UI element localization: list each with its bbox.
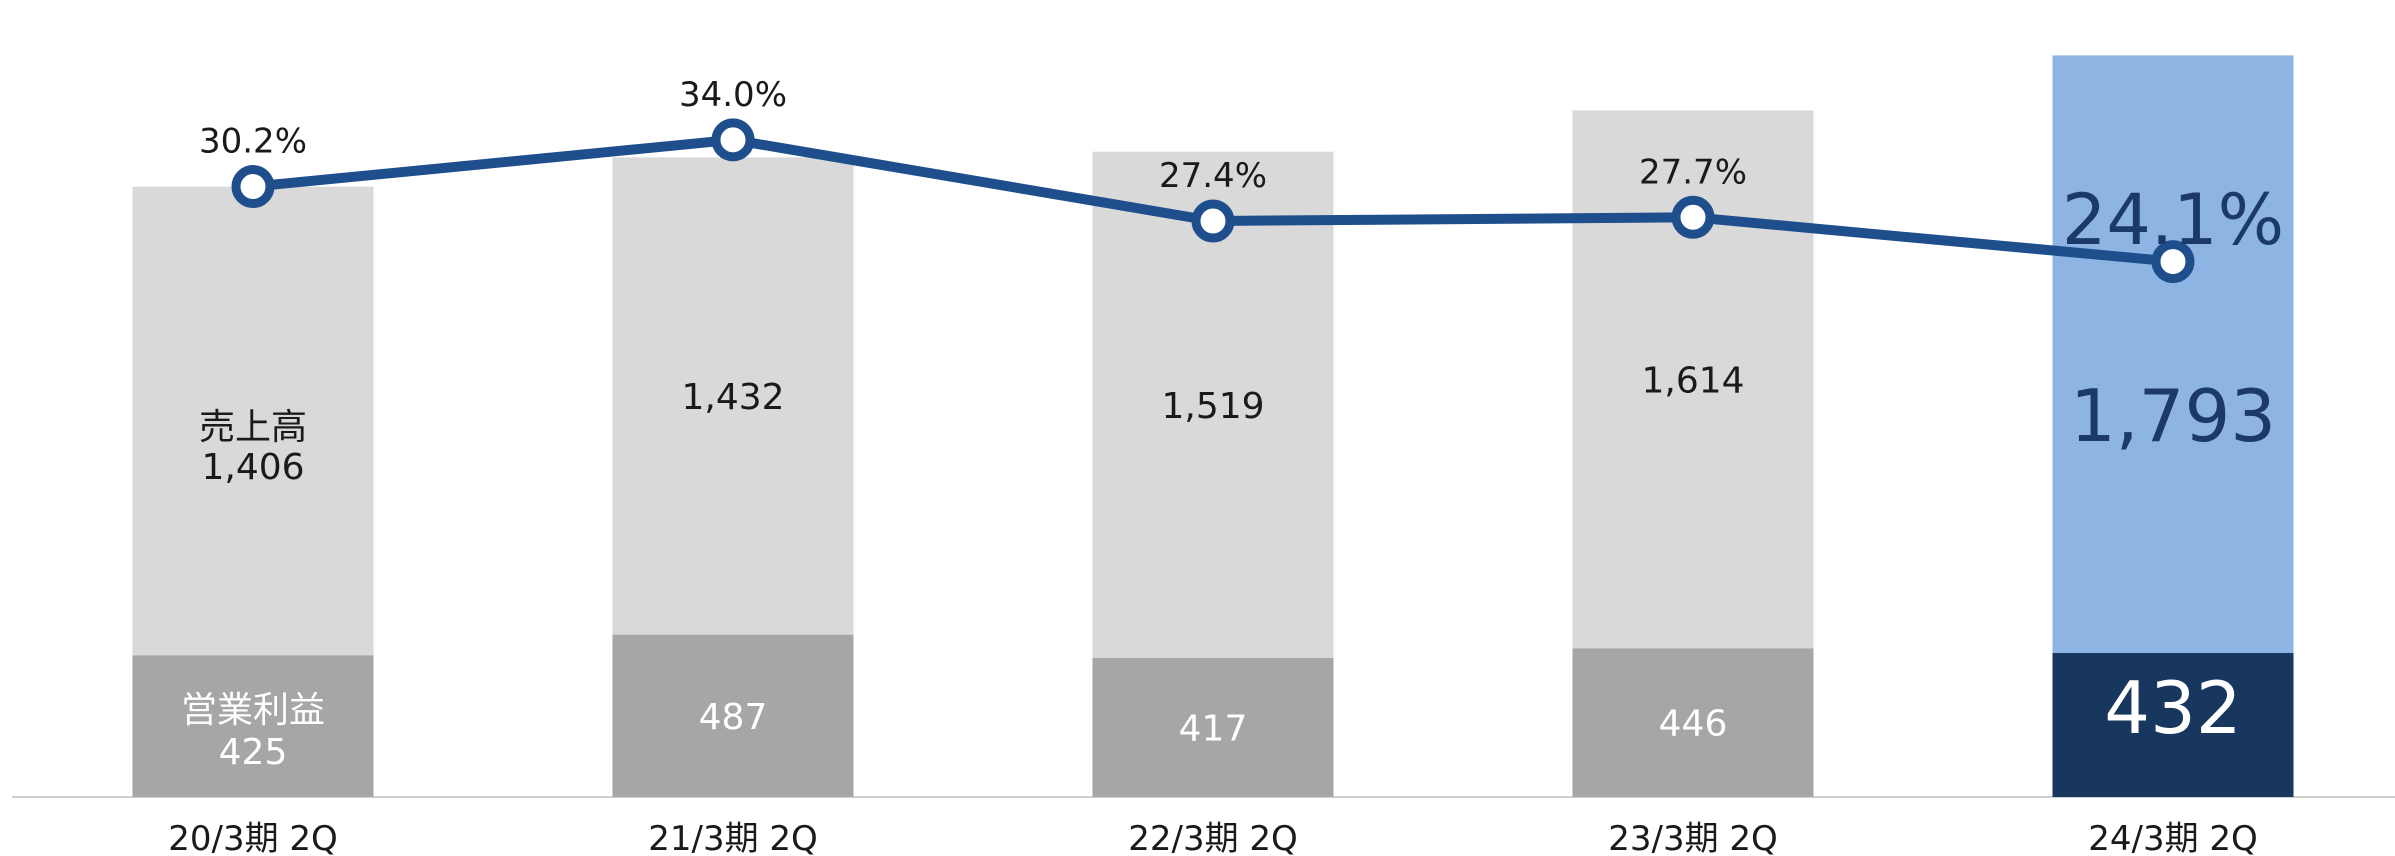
margin-point (711, 118, 755, 162)
category-label: 24/3期 2Q (2088, 819, 2258, 856)
sales-value-label: 1,406 (201, 447, 304, 488)
category-label: 23/3期 2Q (1608, 819, 1778, 856)
profit-value-label: 432 (2104, 666, 2241, 750)
category-label: 20/3期 2Q (168, 819, 338, 856)
bar-sales (132, 186, 374, 656)
category-label: 22/3期 2Q (1128, 819, 1298, 856)
bar-profit (2052, 653, 2294, 797)
profit-value-label: 446 (1659, 704, 1728, 745)
profit-series-label: 営業利益 (181, 690, 325, 731)
margin-point (1191, 199, 1235, 243)
sales-value-label: 1,614 (1641, 360, 1744, 401)
margin-label: 27.7% (1639, 152, 1747, 192)
margin-point (231, 165, 275, 209)
margin-label: 27.4% (1159, 156, 1267, 196)
profit-value-label: 425 (219, 732, 288, 773)
bar-profit (612, 634, 854, 797)
margin-label: 30.2% (199, 122, 307, 162)
margin-label: 24.1% (2062, 179, 2284, 261)
margin-line (231, 118, 2195, 284)
sales-series-label: 売上高 (199, 407, 307, 448)
bar-profit (1572, 648, 1814, 797)
bar-sales (2052, 55, 2294, 654)
margin-point (1671, 195, 1715, 239)
margin-point (2151, 240, 2195, 284)
margin-label: 34.0% (679, 75, 787, 115)
sales-value-label: 1,432 (681, 377, 784, 418)
bar-profit (132, 655, 374, 797)
category-label: 21/3期 2Q (648, 819, 818, 856)
sales-value-label: 1,519 (1161, 386, 1264, 427)
sales-value-label: 1,793 (2070, 374, 2276, 458)
profit-value-label: 417 (1179, 709, 1248, 750)
bars (132, 55, 2294, 797)
bar-profit (1092, 658, 1334, 797)
bar-sales (612, 157, 854, 635)
profit-value-label: 487 (699, 697, 768, 738)
